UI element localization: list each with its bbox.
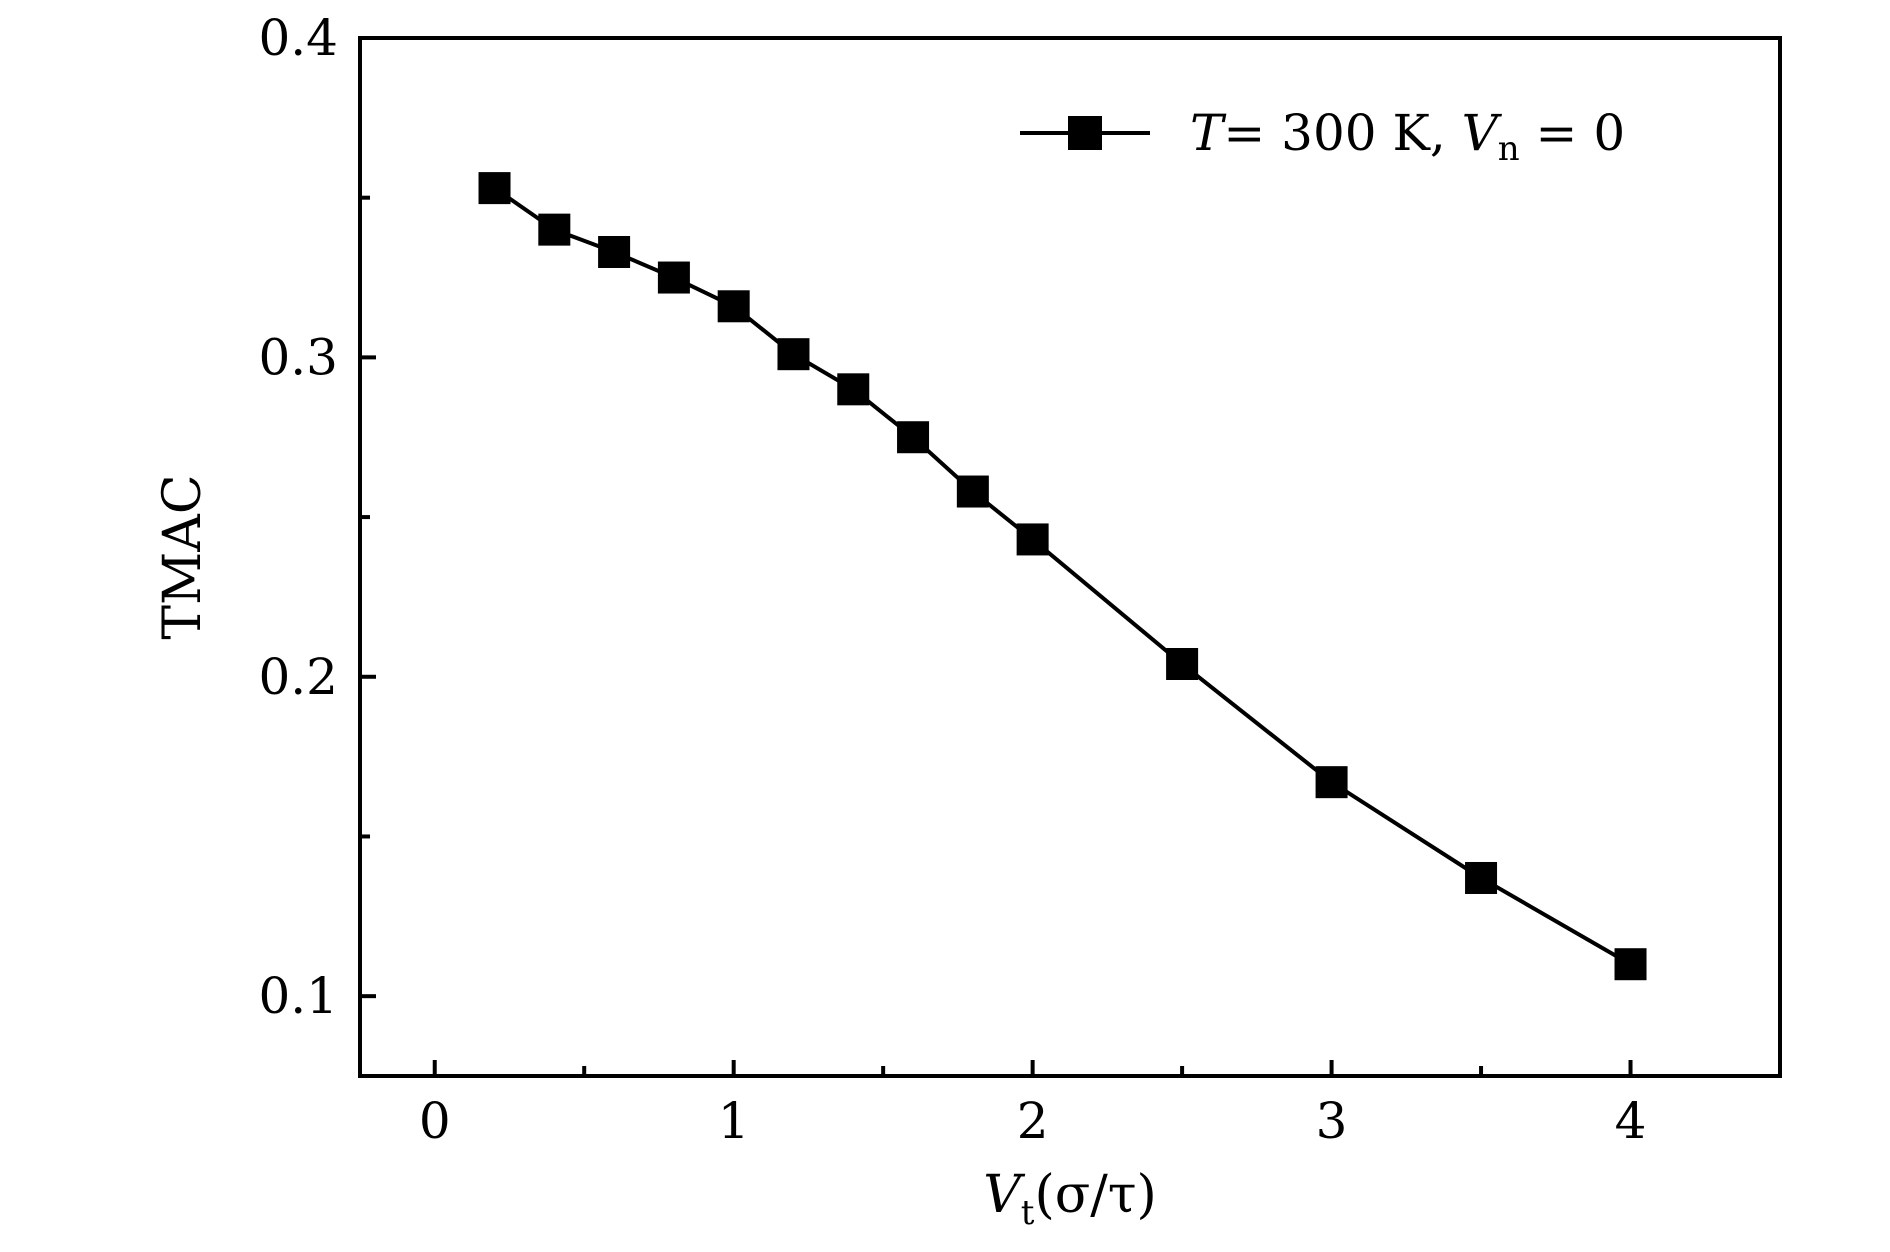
data-point [897,421,930,454]
data-point [657,261,690,294]
data-point [1016,523,1049,556]
legend-label: T= 300 K, Vn = 0 [1190,104,1625,169]
y-axis-title: TMAC [153,474,213,639]
legend-marker [1068,116,1102,150]
minor-ticks [360,195,1484,1076]
series-line [493,186,1632,966]
data-point [598,235,631,268]
legend-label-V: V [1462,104,1503,162]
series-layer [478,172,1647,981]
data-point [837,373,870,406]
x-tick-label: 4 [1615,1092,1647,1150]
plot-frame [358,36,1782,1078]
legend-label-eq1: = 300 K, [1223,104,1461,162]
data-point [777,338,810,371]
x-axis-title-symbol: V [983,1165,1025,1225]
tick-labels: 0 1 2 3 4 0.1 0.2 0.3 0.4 [258,9,1646,1150]
x-tick-label: 2 [1017,1092,1049,1150]
data-point [1166,647,1199,680]
y-tick-label: 0.4 [258,9,338,67]
x-tick-label: 1 [718,1092,750,1150]
y-tick-label: 0.3 [258,328,338,386]
x-tick-label: 3 [1316,1092,1348,1150]
data-point [956,475,989,508]
data-point [717,290,750,323]
major-ticks [360,36,1633,1076]
data-point [1315,766,1348,799]
y-tick-label: 0.2 [258,648,338,706]
legend-label-eq2: = 0 [1520,104,1626,162]
x-axis-title: Vt(σ/τ) [983,1165,1157,1233]
y-tick-label: 0.1 [258,967,338,1025]
data-point [478,172,511,205]
x-axis-title-units: (σ/τ) [1034,1165,1156,1225]
x-axis-title-subscript: t [1021,1193,1035,1233]
data-point [1465,861,1498,894]
legend-label-subscript: n [1498,129,1520,169]
x-tick-label: 0 [419,1092,451,1150]
data-point [1614,948,1647,981]
legend-label-T: T [1190,104,1227,162]
data-point [538,213,571,246]
legend: T= 300 K, Vn = 0 [1020,104,1625,169]
